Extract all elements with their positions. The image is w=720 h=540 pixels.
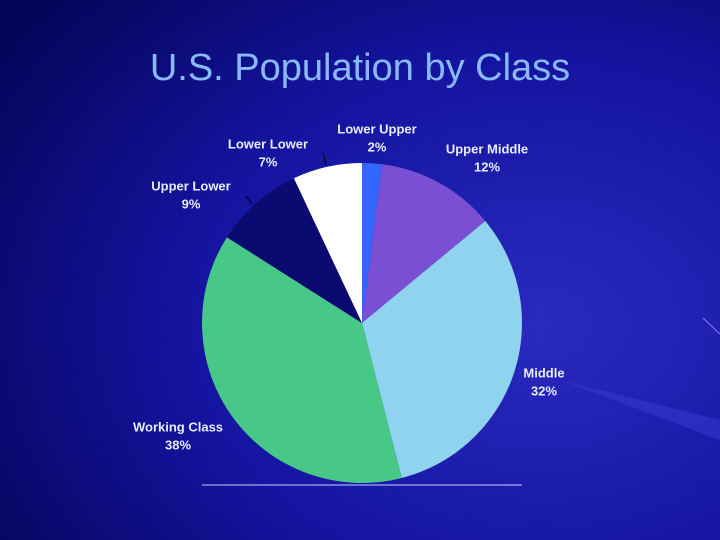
pie-slice xyxy=(362,221,522,478)
light-streak xyxy=(560,380,720,440)
pie-slice xyxy=(202,237,402,483)
light-streak xyxy=(702,317,720,335)
slice-value-label: 12% xyxy=(474,159,500,174)
slice-value-label: 2% xyxy=(368,139,387,154)
slice-value-label: 7% xyxy=(259,154,278,169)
slice-label: Lower Upper xyxy=(337,121,416,136)
pie-slice xyxy=(293,163,362,323)
chart-title: U.S. Population by Class xyxy=(150,47,570,89)
leader-line xyxy=(322,152,327,166)
leader-line xyxy=(245,195,253,205)
slice-label: Upper Middle xyxy=(446,141,528,156)
slice-value-label: 32% xyxy=(531,383,557,398)
slice-value-label: 9% xyxy=(182,196,201,211)
slice-value-label: 38% xyxy=(165,437,191,452)
pie-slice xyxy=(362,164,486,323)
slice-label: Upper Lower xyxy=(151,178,230,193)
slice-label: Working Class xyxy=(133,419,223,434)
pie-slice xyxy=(362,163,383,323)
pie-slice xyxy=(226,178,362,323)
slice-label: Lower Lower xyxy=(228,136,308,151)
slice-label: Middle xyxy=(523,365,564,380)
